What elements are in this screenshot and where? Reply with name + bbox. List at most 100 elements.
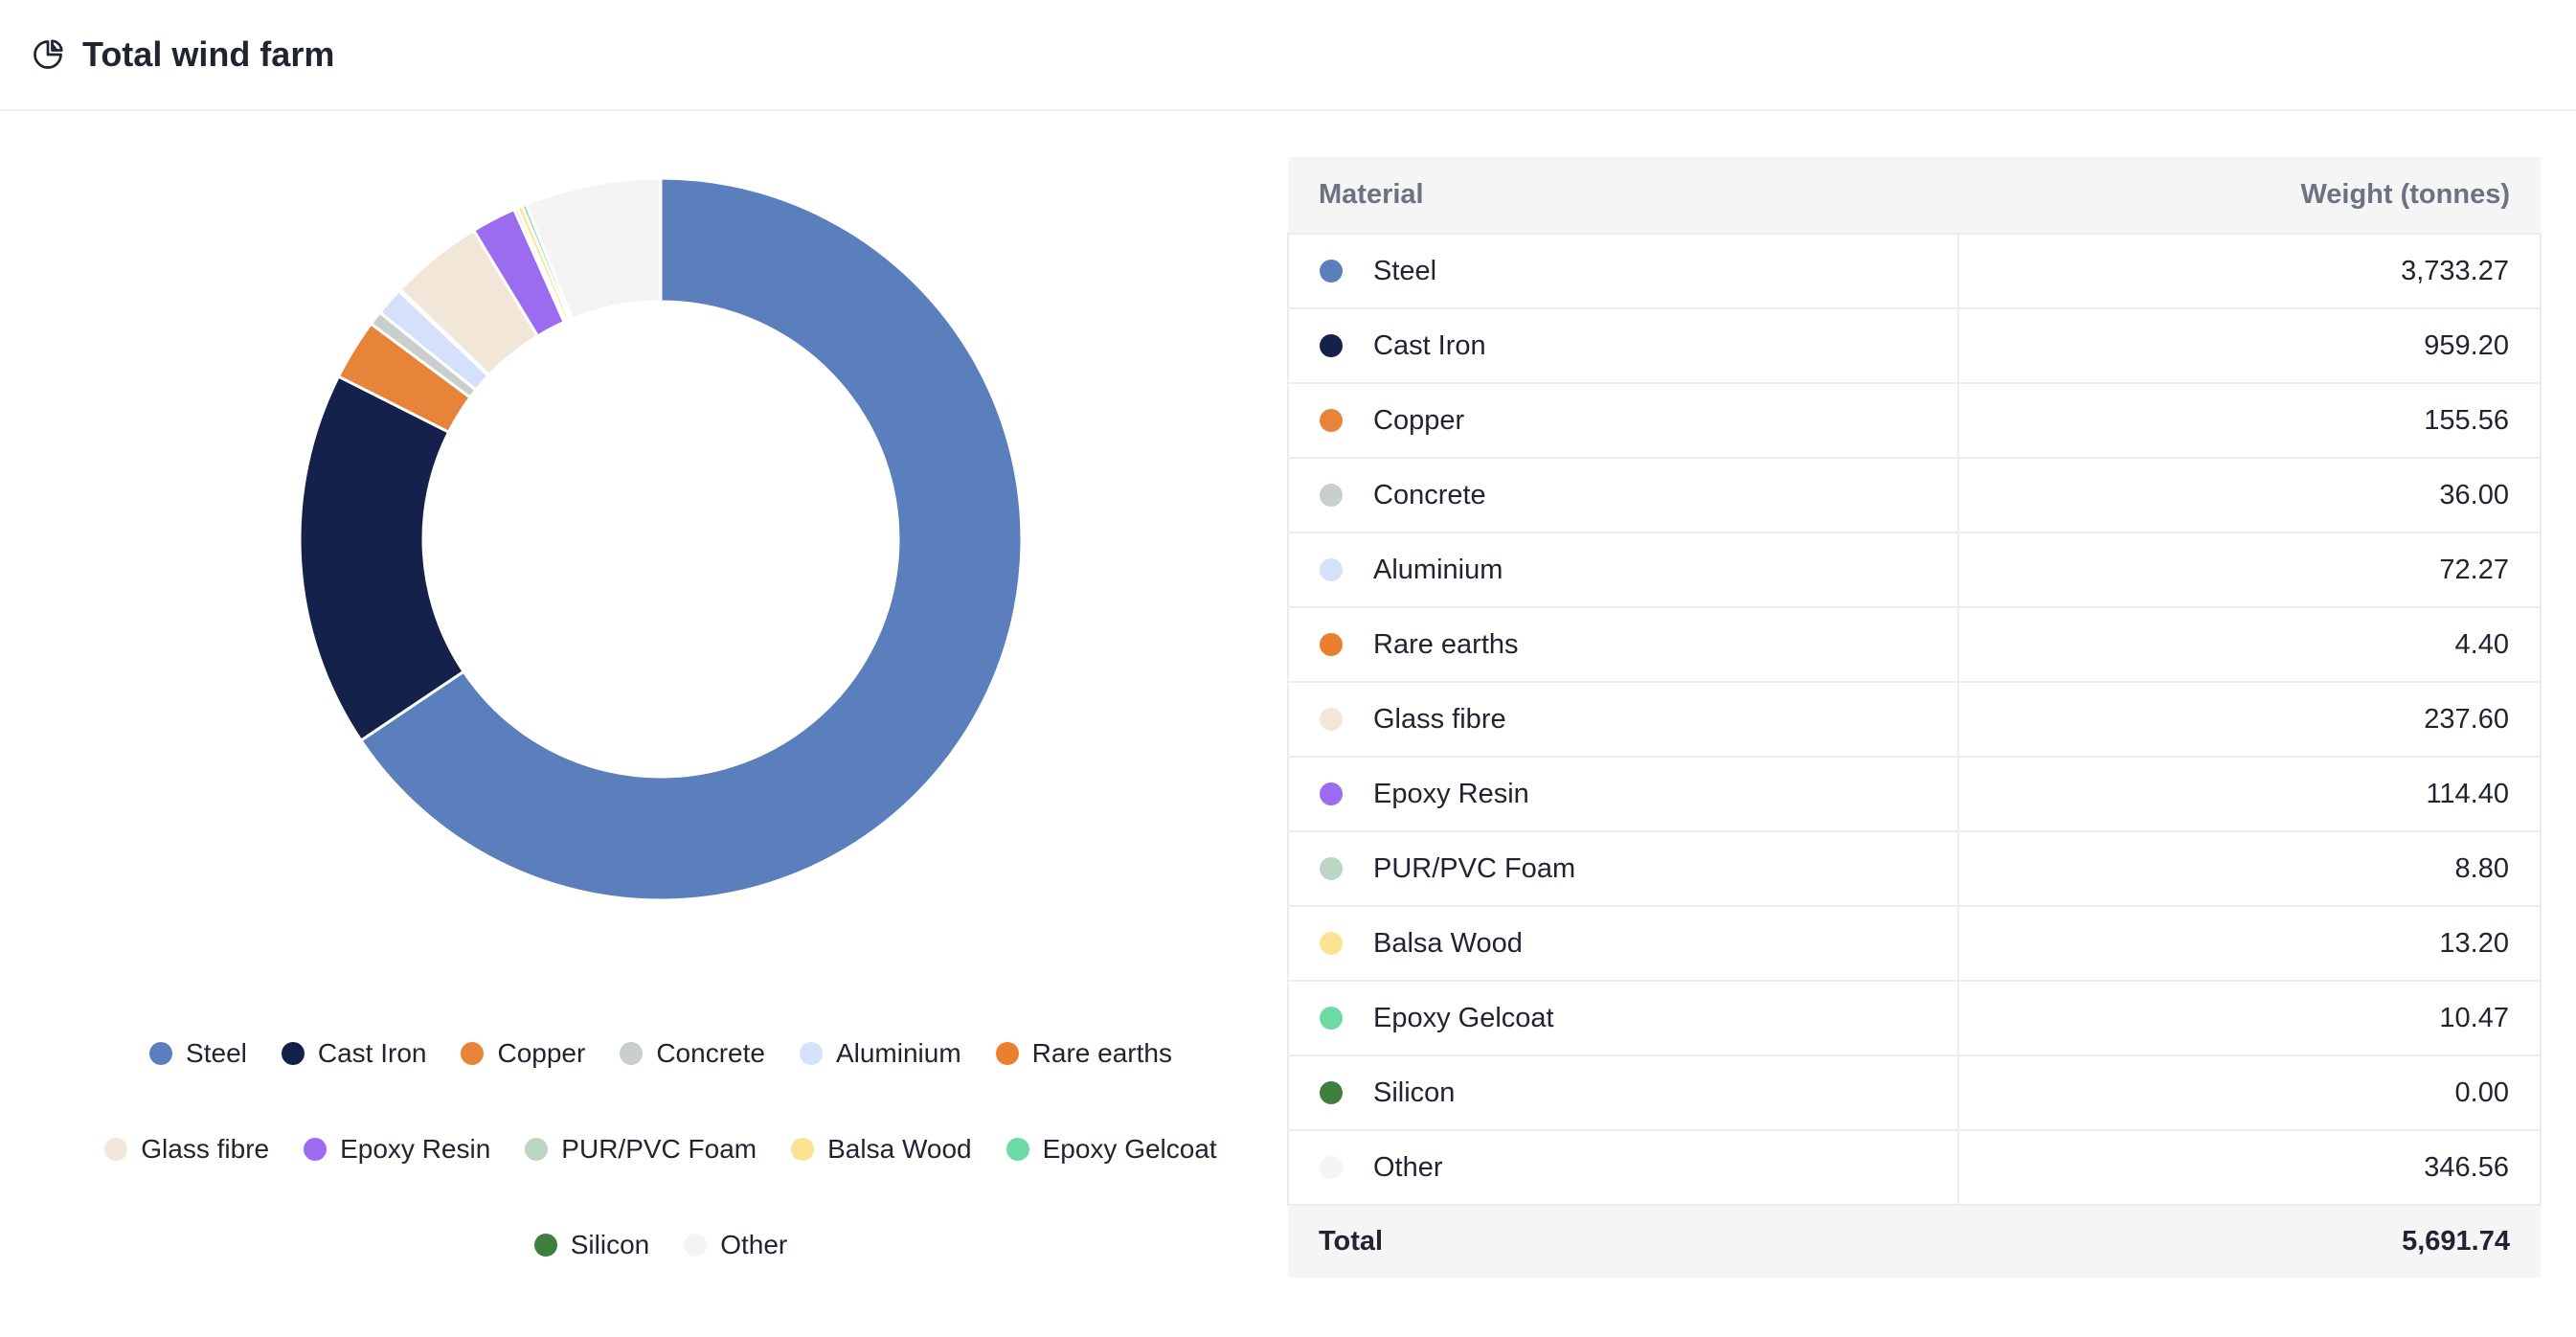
legend-label: Steel: [186, 1038, 247, 1068]
weight-value: 114.40: [1958, 757, 2542, 832]
legend-label: Balsa Wood: [827, 1134, 972, 1164]
table-row[interactable]: Rare earths 4.40: [1287, 607, 2542, 683]
table-row[interactable]: Glass fibre 237.60: [1287, 682, 2542, 758]
donut-slice-other[interactable]: [524, 176, 663, 321]
legend-swatch: [281, 1042, 305, 1065]
weight-value: 13.20: [1958, 906, 2542, 982]
material-cell: Epoxy Resin: [1287, 757, 1959, 832]
color-swatch: [1320, 633, 1343, 656]
material-cell: Epoxy Gelcoat: [1287, 981, 1959, 1056]
total-value: 5,691.74: [1958, 1205, 2541, 1278]
color-swatch: [1320, 260, 1343, 283]
donut-chart-panel: Steel Cast Iron Copper Concrete Aluminium Rar…: [0, 113, 1288, 1337]
table-row[interactable]: Cast Iron 959.20: [1287, 308, 2542, 384]
legend-label: Glass fibre: [141, 1134, 270, 1164]
column-header-material[interactable]: Material: [1288, 157, 1958, 234]
weight-value: 3,733.27: [1958, 233, 2542, 309]
legend-label: Copper: [497, 1038, 586, 1068]
color-swatch: [1320, 558, 1343, 581]
table-row[interactable]: Balsa Wood 13.20: [1287, 906, 2542, 982]
material-cell: Glass fibre: [1287, 682, 1959, 758]
weight-value: 155.56: [1958, 383, 2542, 459]
legend-item[interactable]: PUR/PVC Foam: [525, 1128, 757, 1170]
table-row[interactable]: Epoxy Resin 114.40: [1287, 757, 2542, 832]
legend-label: PUR/PVC Foam: [561, 1134, 757, 1164]
table-row[interactable]: Concrete 36.00: [1287, 458, 2542, 533]
legend-label: Other: [720, 1230, 788, 1259]
weight-value: 346.56: [1958, 1130, 2542, 1206]
legend-item[interactable]: Silicon: [533, 1224, 649, 1266]
legend-swatch: [995, 1042, 1019, 1065]
legend-swatch: [791, 1138, 815, 1161]
material-name: Silicon: [1373, 1076, 1456, 1108]
legend-item[interactable]: Balsa Wood: [791, 1128, 972, 1170]
material-name: Aluminium: [1373, 554, 1503, 585]
legend-item[interactable]: Steel: [149, 1032, 247, 1075]
color-swatch: [1320, 484, 1343, 507]
material-name: Concrete: [1373, 479, 1486, 510]
legend-item[interactable]: Epoxy Gelcoat: [1006, 1128, 1217, 1170]
color-swatch: [1320, 1156, 1343, 1179]
color-swatch: [1320, 409, 1343, 432]
table-row[interactable]: Other 346.56: [1287, 1130, 2542, 1206]
material-name: Balsa Wood: [1373, 927, 1523, 959]
weight-value: 36.00: [1958, 458, 2542, 533]
legend-item[interactable]: Glass fibre: [104, 1128, 269, 1170]
legend-item[interactable]: Copper: [461, 1032, 585, 1075]
chart-legend: Steel Cast Iron Copper Concrete Aluminium Rar…: [57, 1032, 1264, 1266]
material-cell: Silicon: [1287, 1055, 1959, 1131]
material-cell: Other: [1287, 1130, 1959, 1206]
material-cell: Aluminium: [1287, 533, 1959, 608]
table-row[interactable]: Aluminium 72.27: [1287, 533, 2542, 608]
total-row: Total 5,691.74: [1288, 1205, 2541, 1278]
material-cell: Steel: [1287, 233, 1959, 309]
weight-value: 10.47: [1958, 981, 2542, 1056]
legend-item[interactable]: Other: [684, 1224, 787, 1266]
legend-item[interactable]: Rare earths: [995, 1032, 1172, 1075]
donut-slice-steel[interactable]: [358, 176, 1024, 902]
donut-slice-cast-iron[interactable]: [298, 374, 466, 743]
page-title: Total wind farm: [82, 34, 335, 74]
legend-swatch: [149, 1042, 173, 1065]
weight-value: 8.80: [1958, 831, 2542, 907]
weight-value: 959.20: [1958, 308, 2542, 384]
color-swatch: [1320, 857, 1343, 880]
table-row[interactable]: Silicon 0.00: [1287, 1055, 2542, 1131]
material-name: Epoxy Gelcoat: [1373, 1002, 1554, 1033]
table-row[interactable]: PUR/PVC Foam 8.80: [1287, 831, 2542, 907]
donut-chart: [298, 176, 1024, 902]
legend-label: Concrete: [656, 1038, 765, 1068]
legend-swatch: [304, 1138, 328, 1161]
legend-item[interactable]: Cast Iron: [281, 1032, 427, 1075]
legend-swatch: [1006, 1138, 1029, 1161]
weight-value: 4.40: [1958, 607, 2542, 683]
pie-chart-icon: [31, 36, 67, 73]
table-row[interactable]: Steel 3,733.27: [1287, 233, 2542, 309]
legend-label: Cast Iron: [317, 1038, 427, 1068]
material-name: Cast Iron: [1373, 329, 1486, 361]
color-swatch: [1320, 1081, 1343, 1104]
legend-swatch: [533, 1234, 557, 1257]
page-header: Total wind farm: [0, 0, 2576, 111]
color-swatch: [1320, 708, 1343, 731]
material-cell: Balsa Wood: [1287, 906, 1959, 982]
legend-swatch: [104, 1138, 128, 1161]
weight-value: 72.27: [1958, 533, 2542, 608]
legend-swatch: [525, 1138, 549, 1161]
legend-item[interactable]: Aluminium: [799, 1032, 961, 1075]
color-swatch: [1320, 782, 1343, 805]
material-name: Other: [1373, 1151, 1443, 1183]
color-swatch: [1320, 334, 1343, 357]
column-header-weight[interactable]: Weight (tonnes): [1958, 157, 2541, 234]
material-cell: PUR/PVC Foam: [1287, 831, 1959, 907]
material-cell: Rare earths: [1287, 607, 1959, 683]
legend-item[interactable]: Epoxy Resin: [304, 1128, 490, 1170]
table-row[interactable]: Copper 155.56: [1287, 383, 2542, 459]
material-name: Copper: [1373, 404, 1465, 436]
color-swatch: [1320, 932, 1343, 955]
legend-swatch: [799, 1042, 823, 1065]
material-name: Epoxy Resin: [1373, 778, 1529, 809]
table-row[interactable]: Epoxy Gelcoat 10.47: [1287, 981, 2542, 1056]
legend-item[interactable]: Concrete: [620, 1032, 765, 1075]
material-name: Glass fibre: [1373, 703, 1506, 735]
